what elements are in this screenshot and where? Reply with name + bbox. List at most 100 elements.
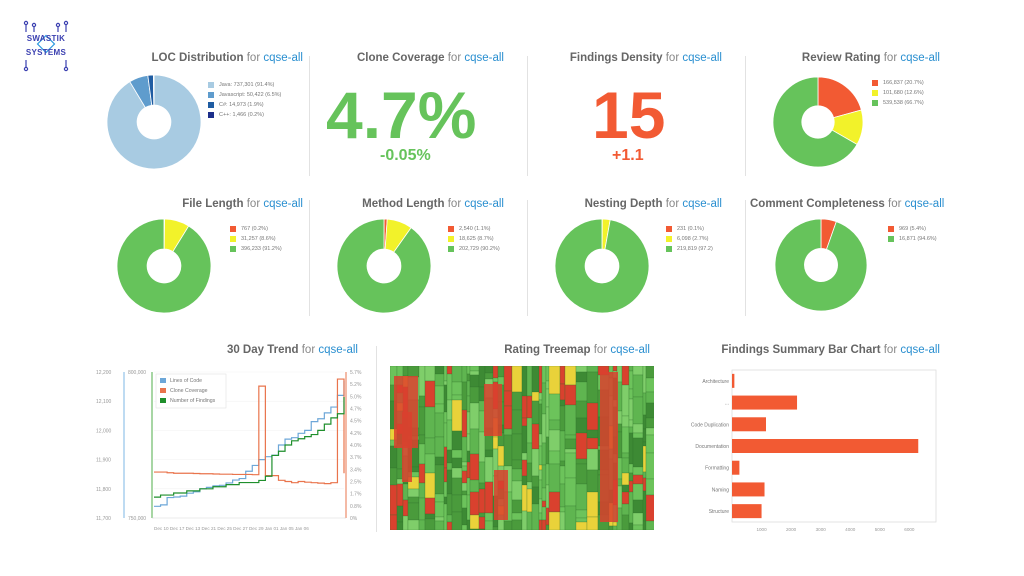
treemap-cell[interactable]	[600, 372, 618, 522]
treemap-cell[interactable]	[443, 411, 448, 424]
treemap-cell[interactable]	[642, 392, 647, 416]
treemap-cell[interactable]	[545, 366, 550, 382]
treemap-cell[interactable]	[443, 446, 448, 469]
treemap-cell[interactable]	[628, 522, 634, 530]
legend-label[interactable]: Clone Coverage	[170, 388, 208, 394]
treemap-cell[interactable]	[511, 366, 523, 393]
donut-slice-1[interactable]	[774, 218, 868, 312]
treemap-cell[interactable]	[446, 373, 453, 401]
treemap-cell[interactable]	[575, 400, 588, 419]
treemap-cell[interactable]	[451, 511, 463, 530]
treemap-cell[interactable]	[451, 467, 463, 479]
treemap-cell[interactable]	[407, 519, 420, 530]
treemap-cell[interactable]	[443, 503, 448, 530]
treemap-cell[interactable]	[418, 443, 426, 465]
treemap-cell[interactable]	[484, 372, 494, 380]
treemap-cell[interactable]	[531, 423, 540, 450]
treemap-cell[interactable]	[538, 469, 543, 481]
treemap-cell[interactable]	[628, 432, 634, 465]
rating-treemap[interactable]	[390, 366, 654, 530]
treemap-cell[interactable]	[548, 393, 561, 421]
treemap-cell[interactable]	[632, 366, 644, 376]
treemap-cell[interactable]	[451, 449, 463, 459]
treemap-cell[interactable]	[443, 422, 448, 448]
treemap-cell[interactable]	[564, 505, 577, 530]
treemap-cell[interactable]	[586, 469, 599, 493]
treemap-cell[interactable]	[521, 452, 528, 461]
treemap-cell[interactable]	[545, 406, 550, 438]
treemap-cell[interactable]	[466, 380, 471, 397]
treemap-cell[interactable]	[632, 466, 644, 476]
treemap-cell[interactable]	[469, 386, 480, 404]
treemap-cell[interactable]	[531, 475, 540, 488]
treemap-cell[interactable]	[586, 437, 599, 450]
treemap-cell[interactable]	[608, 525, 614, 530]
treemap-cell[interactable]	[541, 382, 547, 415]
treemap-cell[interactable]	[526, 417, 533, 444]
series-line-2[interactable]	[154, 397, 345, 498]
treemap-cell[interactable]	[446, 366, 453, 375]
treemap-cell[interactable]	[469, 479, 480, 493]
treemap-cell[interactable]	[575, 521, 588, 530]
treemap-cell[interactable]	[575, 483, 588, 511]
treemap-cell[interactable]	[424, 380, 436, 408]
treemap-cell[interactable]	[407, 366, 420, 378]
treemap-cell[interactable]	[559, 399, 566, 407]
treemap-cell[interactable]	[478, 482, 486, 490]
treemap-cell[interactable]	[511, 512, 523, 521]
treemap-cell[interactable]	[541, 519, 547, 530]
treemap-cell[interactable]	[586, 491, 599, 518]
treemap-cell[interactable]	[564, 384, 577, 406]
treemap-cell[interactable]	[396, 483, 404, 507]
treemap-cell[interactable]	[418, 519, 426, 530]
legend-item[interactable]: Javascript: 50,422 (6.5%)	[208, 90, 281, 100]
treemap-cell[interactable]	[407, 502, 420, 521]
treemap-cell[interactable]	[461, 436, 468, 463]
treemap-cell[interactable]	[503, 434, 513, 467]
treemap-cell[interactable]	[503, 390, 513, 407]
treemap-cell[interactable]	[628, 426, 634, 434]
treemap-cell[interactable]	[503, 366, 513, 392]
series-line-0[interactable]	[154, 380, 345, 507]
treemap-cell[interactable]	[642, 477, 647, 492]
treemap-cell[interactable]	[575, 509, 588, 519]
treemap-cell[interactable]	[645, 494, 654, 522]
legend-item[interactable]: 219,819 (97.2)	[666, 244, 713, 254]
treemap-cell[interactable]	[575, 371, 588, 383]
treemap-cell[interactable]	[548, 491, 561, 513]
legend-label[interactable]: Number of Findings	[170, 398, 216, 404]
treemap-cell[interactable]	[466, 366, 471, 375]
treemap-cell[interactable]	[526, 488, 533, 513]
treemap-cell[interactable]	[461, 366, 468, 383]
treemap-cell[interactable]	[424, 406, 436, 439]
treemap-cell[interactable]	[521, 417, 528, 427]
treemap-cell[interactable]	[396, 505, 404, 523]
treemap-cell[interactable]	[645, 452, 654, 480]
treemap-cell[interactable]	[434, 501, 445, 518]
treemap-cell[interactable]	[575, 417, 588, 434]
treemap-cell[interactable]	[451, 430, 463, 451]
treemap-cell[interactable]	[538, 403, 543, 435]
treemap-cell[interactable]	[451, 394, 463, 401]
treemap-cell[interactable]	[466, 373, 471, 382]
treemap-cell[interactable]	[469, 374, 480, 388]
legend-item[interactable]: 166,837 (20.7%)	[872, 78, 924, 88]
treemap-cell[interactable]	[424, 497, 436, 515]
treemap-cell[interactable]	[497, 366, 505, 378]
legend-item[interactable]: 969 (5.4%)	[888, 224, 937, 234]
legend-item[interactable]: 101,680 (12.6%)	[872, 88, 924, 98]
treemap-cell[interactable]	[559, 460, 566, 467]
treemap-cell[interactable]	[538, 433, 543, 447]
treemap-cell[interactable]	[443, 496, 448, 505]
treemap-cell[interactable]	[407, 488, 420, 498]
series-line-1[interactable]	[154, 378, 345, 485]
treemap-cell[interactable]	[396, 521, 404, 530]
treemap-cell[interactable]	[531, 486, 540, 505]
treemap-cell[interactable]	[526, 395, 533, 419]
treemap-cell[interactable]	[612, 366, 618, 372]
treemap-cell[interactable]	[526, 462, 533, 483]
treemap-cell[interactable]	[466, 461, 471, 479]
treemap-cell[interactable]	[418, 406, 426, 436]
treemap-cell[interactable]	[538, 464, 543, 471]
treemap-cell[interactable]	[494, 470, 508, 520]
